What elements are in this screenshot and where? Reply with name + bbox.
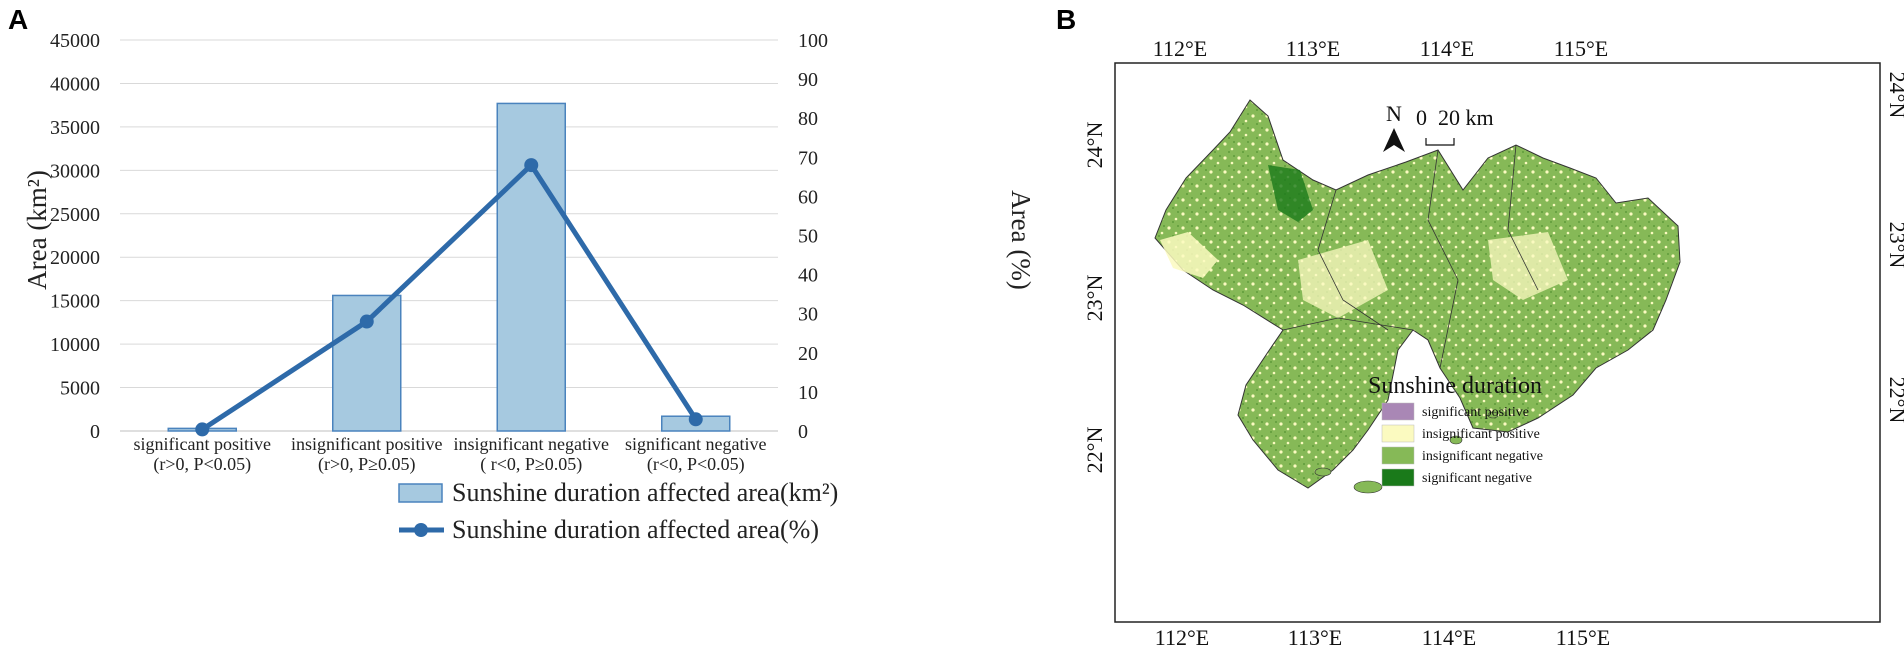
sunshine-duration-map: 112°E 113°E 114°E 115°E 112°E 113°E 114°E 115°… [1082,36,1904,650]
lon-label-top: 113°E [1286,36,1340,61]
longitude-labels-top: 112°E 113°E 114°E 115°E [1153,36,1608,61]
map-legend-item-label: significant negative [1422,471,1532,486]
map-legend-item-label: insignificant positive [1422,427,1540,442]
lat-label-left: 23°N [1082,275,1107,322]
line-point [524,158,539,173]
category-labels: significant positive(r>0, P<0.05) insigni… [134,434,767,475]
light-patch-central [1298,240,1388,318]
y-tick-label: 25000 [50,204,100,226]
longitude-labels-bottom: 112°E 113°E 114°E 115°E [1155,625,1610,650]
y-tick-label: 5000 [60,378,100,400]
y2-tick-label: 40 [798,265,818,287]
right-axis-title: Area (%) [1006,190,1036,290]
legend-line-label: Sunshine duration affected area(%) [452,515,819,544]
y2-tick-label: 20 [798,343,818,365]
lat-label-right: 22°N [1885,377,1904,424]
legend-line-marker [414,523,428,537]
map-legend: Sunshine duration significant positive in… [1368,373,1543,487]
line-point [688,412,703,427]
district-boundaries [1282,144,1539,369]
category-sublabel: (r>0, P≥0.05) [318,454,416,475]
y-tick-label: 35000 [50,117,100,139]
islands [1314,411,1499,494]
lon-label-bottom: 114°E [1422,625,1476,650]
light-patch-east [1488,232,1568,300]
map-legend-item-label: insignificant negative [1422,449,1543,464]
y2-tick-label: 80 [798,108,818,130]
legend: Sunshine duration affected area(km²) Sun… [398,478,838,544]
line-point [359,314,374,329]
north-label: N [1386,101,1402,126]
y2-tick-label: 90 [798,69,818,91]
lon-label-top: 114°E [1420,36,1474,61]
lon-label-top: 115°E [1554,36,1608,61]
lat-label-right: 23°N [1885,222,1904,269]
panel-a-label: A [8,4,29,35]
map-legend-swatch [1381,468,1415,487]
category-sublabel: (r>0, P<0.05) [153,454,251,475]
y-tick-label: 15000 [50,291,100,313]
map-legend-swatch [1381,424,1415,443]
legend-bar-label: Sunshine duration affected area(km²) [452,478,838,507]
latitude-labels-right: 22°N 23°N 24°N [1885,72,1904,424]
scale-bar: 0 20 km [1416,105,1494,146]
legend-bar-swatch [398,483,443,503]
lon-label-bottom: 115°E [1556,625,1610,650]
y2-tick-label: 0 [798,421,808,443]
category-label: significant negative [625,434,766,454]
map-legend-swatch [1381,446,1415,465]
y2-tick-label: 30 [798,304,818,326]
y2-tick-label: 50 [798,226,818,248]
lat-label-left: 22°N [1082,427,1107,474]
gridlines [120,39,778,432]
lat-label-right: 24°N [1885,72,1904,119]
y2-tick-label: 70 [798,147,818,169]
light-patch-west [1160,232,1218,278]
north-arrow-icon [1383,128,1405,152]
map-legend-swatch [1381,402,1415,421]
lon-label-bottom: 112°E [1155,625,1209,650]
scale-bar-line [1425,138,1455,146]
left-axis-ticks: 0 5000 10000 15000 20000 25000 30000 35000 40000… [50,30,100,443]
lon-label-bottom: 113°E [1288,625,1342,650]
category-label: insignificant positive [291,434,442,454]
bar [496,102,566,432]
y-tick-label: 30000 [50,160,100,182]
line-series [195,158,703,437]
lon-label-top: 112°E [1153,36,1207,61]
category-label: insignificant negative [454,434,609,454]
category-sublabel: ( r<0, P≥0.05) [480,454,582,475]
north-arrow: N [1383,101,1405,152]
series-line [200,162,698,432]
y2-tick-label: 100 [798,30,828,52]
y-tick-label: 20000 [50,247,100,269]
y-tick-label: 45000 [50,30,100,52]
y2-tick-label: 60 [798,186,818,208]
latitude-labels-left: 22°N 23°N 24°N [1082,122,1107,474]
sunshine-area-chart: 0 5000 10000 15000 20000 25000 30000 35000 40000… [22,30,1036,544]
category-label: significant positive [134,434,271,454]
y2-tick-label: 10 [798,382,818,404]
panel-b-label: B [1056,4,1077,35]
y-tick-label: 10000 [50,334,100,356]
dark-patch [1268,165,1313,222]
map-legend-title: Sunshine duration [1368,373,1542,399]
scale-label: 0 20 km [1416,105,1494,130]
category-sublabel: (r<0, P<0.05) [647,454,745,475]
y-tick-label: 0 [90,421,100,443]
line-point [195,422,210,437]
y-tick-label: 40000 [50,73,100,95]
left-axis-title: Area (km²) [22,170,52,290]
lat-label-left: 24°N [1082,122,1107,169]
right-axis-ticks: 0 10 20 30 40 50 60 70 80 90 100 [798,30,828,443]
bar-series [167,102,731,432]
map-legend-item-label: significant positive [1422,405,1529,420]
